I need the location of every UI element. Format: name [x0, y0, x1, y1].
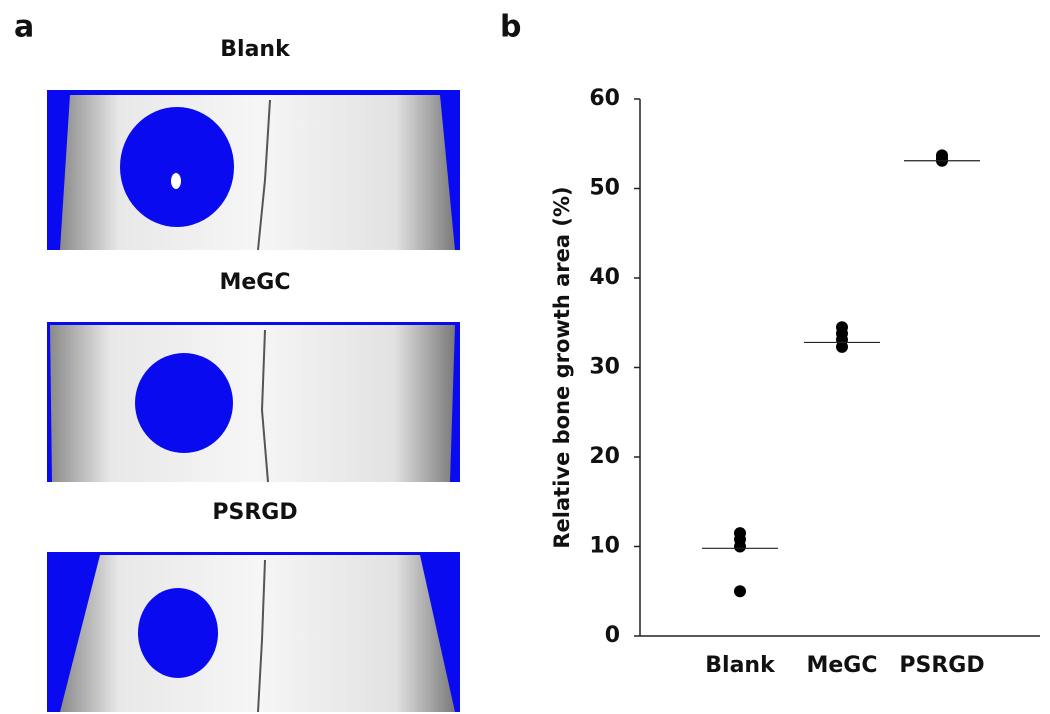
ct-image [47, 552, 460, 713]
ct-image [47, 322, 460, 483]
image-title: Blank [220, 37, 291, 62]
y-tick-label: 20 [589, 444, 620, 469]
panel-label: b [500, 10, 521, 45]
data-point [734, 540, 746, 553]
data-point [836, 340, 848, 353]
x-tick-label: Blank [705, 653, 776, 678]
ct-image [47, 90, 460, 251]
y-tick-label: 30 [589, 355, 620, 380]
image-title: PSRGD [212, 500, 297, 525]
panel-label: a [14, 10, 34, 45]
y-tick-label: 60 [589, 86, 620, 111]
y-tick-label: 50 [589, 176, 620, 201]
x-tick-label: PSRGD [899, 653, 984, 678]
y-axis-title: Relative bone growth area (%) [550, 186, 574, 548]
y-tick-label: 40 [589, 265, 620, 290]
x-tick-label: MeGC [806, 653, 877, 678]
image-title: MeGC [219, 270, 290, 295]
y-tick-label: 10 [589, 534, 620, 559]
data-point [734, 585, 746, 598]
y-tick-label: 0 [605, 623, 620, 648]
